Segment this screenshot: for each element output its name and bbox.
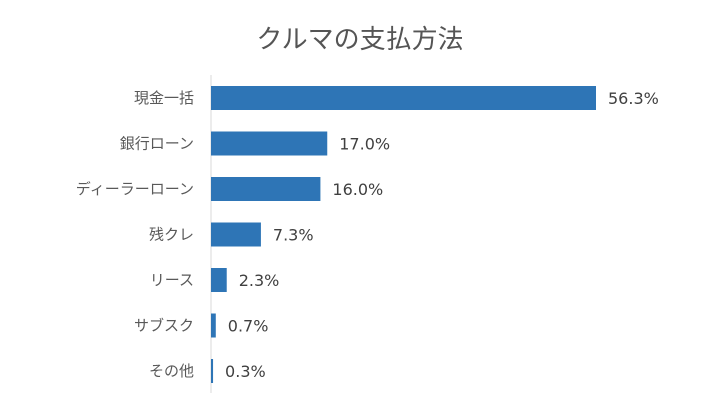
bar: [211, 359, 214, 383]
category-label: リース: [150, 271, 194, 289]
category-label: 現金一括: [134, 89, 194, 107]
value-label: 17.0%: [339, 135, 390, 154]
value-label: 16.0%: [332, 180, 383, 199]
bar: [211, 177, 321, 201]
value-label: 2.3%: [239, 271, 280, 290]
category-label: 残クレ: [149, 226, 194, 244]
bar: [211, 313, 216, 338]
bar: [211, 131, 328, 156]
category-label: ディーラーローン: [76, 180, 194, 198]
chart-title: クルマの支払方法: [256, 25, 463, 55]
category-label: 銀行ローン: [120, 135, 194, 153]
value-label: 56.3%: [608, 89, 659, 108]
category-label: サブスク: [134, 317, 194, 335]
bar: [211, 86, 596, 110]
bars: 現金一括 56.3% 銀行ローン 17.0% ディーラーローン 16.0% 残クレ 7.3% リ…: [76, 86, 659, 383]
value-label: 0.7%: [228, 317, 269, 336]
bar: [211, 268, 227, 292]
bar: [211, 222, 261, 247]
value-label: 0.3%: [225, 362, 266, 381]
value-label: 7.3%: [273, 226, 314, 245]
category-label: その他: [149, 362, 194, 380]
